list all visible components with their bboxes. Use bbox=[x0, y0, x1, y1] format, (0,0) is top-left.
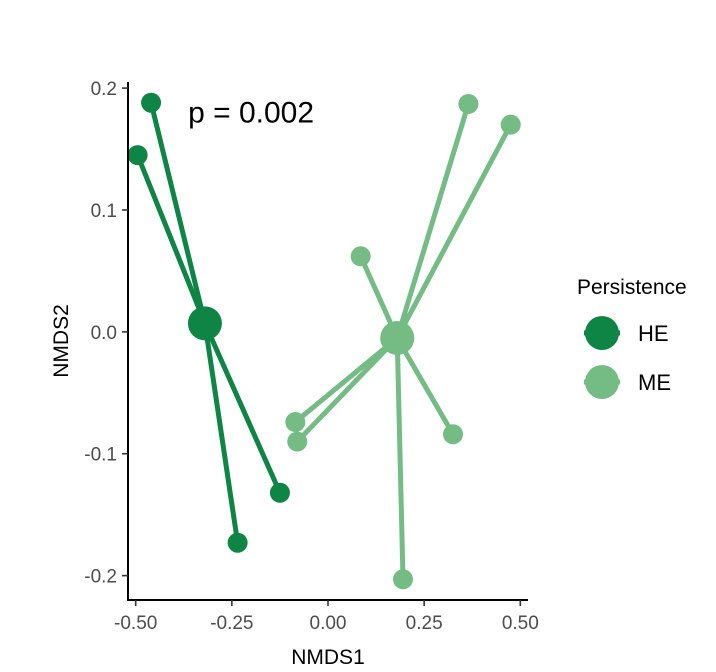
spider-line bbox=[148, 100, 208, 326]
legend-item-me: ME bbox=[584, 365, 671, 399]
spider-line bbox=[394, 335, 456, 437]
data-point bbox=[458, 93, 479, 114]
spider-line bbox=[394, 335, 406, 582]
data-point bbox=[500, 114, 521, 135]
spider-line bbox=[135, 152, 208, 326]
y-axis-title: NMDS2 bbox=[50, 304, 73, 378]
spider-line bbox=[202, 320, 241, 546]
centroid-point bbox=[187, 306, 222, 341]
data-point bbox=[141, 92, 162, 113]
spider-line bbox=[202, 320, 283, 496]
x-tick-label: -0.25 bbox=[210, 613, 253, 634]
legend-label: HE bbox=[638, 321, 669, 346]
data-point bbox=[227, 532, 248, 553]
legend-label: ME bbox=[638, 370, 671, 395]
x-ticks: -0.50 -0.25 0.00 0.25 0.50 bbox=[114, 600, 539, 634]
spider-line bbox=[394, 122, 514, 341]
x-axis-title: NMDS1 bbox=[291, 646, 365, 669]
spider-line bbox=[394, 101, 471, 341]
data-point bbox=[127, 145, 148, 166]
legend-key-point bbox=[585, 316, 619, 350]
y-tick-label: 0.0 bbox=[91, 323, 117, 344]
legend-title: Persistence bbox=[577, 276, 687, 299]
y-ticks: -0.2 -0.1 0.0 0.1 0.2 bbox=[84, 79, 128, 588]
axes-layer: -0.50 -0.25 0.00 0.25 0.50 -0.2 -0.1 0.0 0.1 0.2… bbox=[50, 79, 539, 669]
series-he bbox=[127, 92, 290, 553]
data-point bbox=[269, 482, 290, 503]
data-point bbox=[393, 569, 413, 590]
y-tick-label: -0.1 bbox=[84, 445, 117, 466]
centroid-point bbox=[380, 320, 415, 355]
x-tick-label: 0.00 bbox=[310, 613, 347, 634]
series-me bbox=[285, 93, 521, 590]
spider-line bbox=[294, 335, 400, 445]
y-tick-label: 0.2 bbox=[91, 79, 117, 100]
data-point bbox=[443, 424, 463, 445]
data-point bbox=[287, 431, 308, 452]
legend: Persistence HE ME bbox=[577, 276, 687, 399]
p-value-annotation: p = 0.002 bbox=[188, 96, 314, 129]
x-tick-label: -0.50 bbox=[114, 613, 157, 634]
x-tick-label: 0.25 bbox=[406, 613, 443, 634]
legend-items: HE ME bbox=[584, 316, 671, 399]
x-tick-label: 0.50 bbox=[502, 613, 539, 634]
legend-key-point bbox=[585, 365, 619, 399]
y-tick-label: 0.1 bbox=[91, 201, 117, 222]
y-tick-label: -0.2 bbox=[84, 567, 117, 588]
series-layer bbox=[127, 92, 521, 590]
legend-item-he: HE bbox=[584, 316, 669, 350]
data-point bbox=[350, 246, 371, 267]
data-point bbox=[285, 412, 306, 433]
